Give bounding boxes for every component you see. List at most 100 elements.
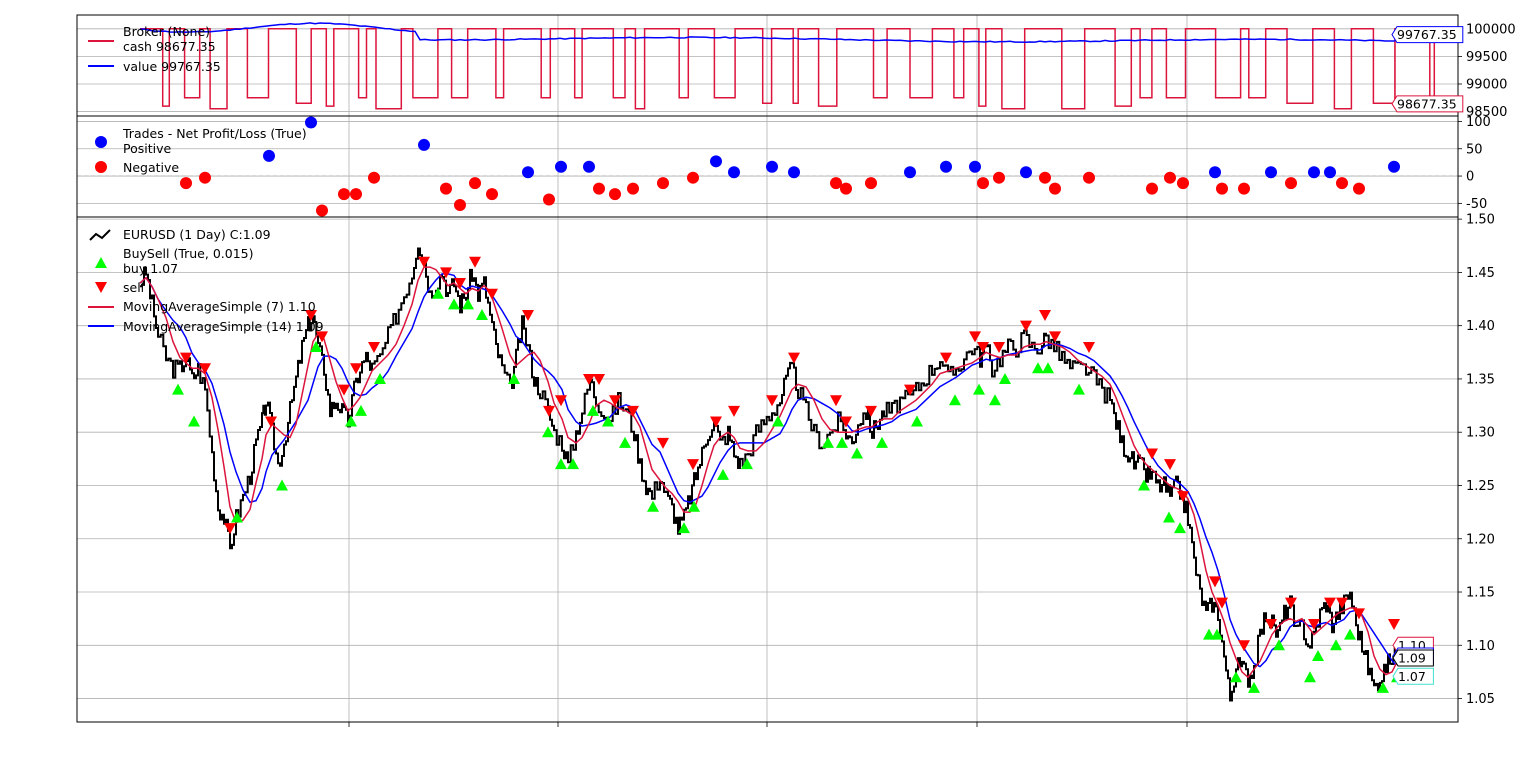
sell-marker: [555, 395, 567, 407]
y-tick-label: 100000: [1466, 22, 1516, 37]
legend-trades-title: Trades - Net Profit/Loss (True): [122, 126, 307, 141]
buy-marker: [851, 447, 863, 459]
cash-last-label: 98677.35: [1397, 96, 1457, 111]
buy-marker: [1042, 362, 1054, 374]
sell-marker: [1238, 640, 1250, 652]
negative-trade-dot: [1216, 182, 1228, 195]
sell-marker: [1020, 320, 1032, 332]
buy-last-label-box: [1392, 667, 1434, 685]
sell-marker: [766, 395, 778, 407]
sell-marker: [199, 363, 211, 375]
sell-marker: [440, 267, 452, 279]
sell-marker: [469, 256, 481, 268]
eurusd-close-line: [140, 247, 1397, 702]
buy-marker: [647, 500, 659, 512]
negative-trade-dot: [1083, 171, 1095, 184]
marker-layer: [172, 116, 1403, 693]
sell-marker: [609, 395, 621, 407]
negative-trade-dot: [830, 177, 842, 190]
sell-marker: [1324, 597, 1336, 609]
buy-marker: [1344, 628, 1356, 640]
legend-value-label: value 99767.35: [123, 59, 221, 74]
buy-marker: [1203, 628, 1215, 640]
negative-trade-dot: [543, 193, 555, 206]
y-tick-label: 1.20: [1466, 532, 1495, 547]
negative-trade-dot: [977, 177, 989, 190]
y-tick-label: 0: [1466, 170, 1474, 185]
buy-marker: [911, 415, 923, 427]
y-tick-label: 1.40: [1466, 319, 1495, 334]
negative-trade-dot: [1049, 182, 1061, 195]
sell-marker: [1265, 618, 1277, 630]
buy-marker: [1377, 681, 1389, 693]
y-tick-label: 50: [1466, 142, 1483, 157]
sell-marker: [1216, 597, 1228, 609]
sell-marker: [486, 288, 498, 300]
positive-trade-dot: [1265, 166, 1277, 179]
sell-marker: [977, 341, 989, 353]
legend-sell-label: sell: [123, 280, 144, 295]
positive-trade-dot: [1388, 160, 1400, 173]
buy-marker: [172, 383, 184, 395]
positive-trade-dot: [904, 166, 916, 179]
negative-trade-dot: [840, 182, 852, 195]
value-last-label: 99767.35: [1397, 27, 1457, 42]
buy-marker: [1304, 671, 1316, 683]
legend-positive-label: Positive: [123, 141, 171, 156]
buy-marker: [462, 298, 474, 310]
sell-marker: [830, 395, 842, 407]
eurusd-last-label-box: [1392, 649, 1434, 667]
sell-marker: [969, 331, 981, 343]
buy-marker: [1211, 628, 1223, 640]
y-tick-label: 1.30: [1466, 426, 1495, 441]
y-tick-label: 99000: [1466, 77, 1507, 92]
grid-layer: [77, 15, 1458, 722]
value-last-label-box: [1391, 26, 1464, 44]
sell-marker: [338, 384, 350, 396]
negative-trade-dot: [338, 188, 350, 201]
sell-marker: [350, 363, 362, 375]
sell-marker: [788, 352, 800, 364]
sell-marker: [865, 405, 877, 417]
buy-marker: [1312, 649, 1324, 661]
negative-trade-dot: [1238, 182, 1250, 195]
positive-trade-dot: [940, 160, 952, 173]
buy-marker: [999, 372, 1011, 384]
positive-trade-dot: [263, 149, 275, 162]
negative-trade-dot: [316, 204, 328, 217]
sell-marker: [593, 373, 605, 385]
y-tick-label: 1.10: [1466, 639, 1495, 654]
sell-marker: [265, 416, 277, 428]
buy-marker: [1230, 671, 1242, 683]
negative-trade-dot: [469, 177, 481, 190]
cash-last-label-box: [1391, 95, 1464, 113]
legend-negative-label: Negative: [123, 160, 179, 175]
positive-trade-dot: [1209, 166, 1221, 179]
buy-marker: [741, 458, 753, 470]
buy-marker: [567, 458, 579, 470]
legend-layer: Broker (None)cash 98677.35 value 99767.35…: [88, 24, 324, 334]
buy-marker: [688, 500, 700, 512]
panel-frames: [76, 14, 1459, 723]
buy-marker: [989, 394, 1001, 406]
negative-trade-dot: [657, 177, 669, 190]
positive-trade-dot: [583, 160, 595, 173]
y-tick-label: 1.35: [1466, 372, 1495, 387]
buy-marker: [508, 372, 520, 384]
legend-sma14-label: MovingAverageSimple (14) 1.09: [123, 319, 324, 334]
legend-eurusd-label: EURUSD (1 Day) C:1.09: [123, 227, 271, 242]
buy-marker: [1330, 639, 1342, 651]
negative-trade-dot: [627, 182, 639, 195]
legend-sell-swatch: [95, 282, 107, 293]
sell-marker: [1308, 618, 1320, 630]
sma7-line: [139, 266, 1397, 679]
positive-trade-dot: [555, 160, 567, 173]
sell-marker: [522, 310, 534, 322]
y-tick-label: 99500: [1466, 50, 1507, 65]
positive-trade-dot: [1020, 166, 1032, 179]
buy-marker: [836, 436, 848, 448]
legend-eurusd-swatch: [89, 229, 111, 241]
sell-marker: [1049, 331, 1061, 343]
buy-marker: [1163, 511, 1175, 523]
